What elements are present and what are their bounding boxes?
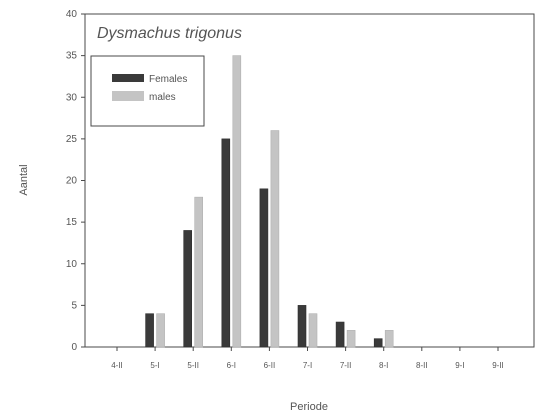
legend-label-males: males [149,92,176,103]
y-tick-label: 15 [66,217,78,228]
y-axis: 0 5 10 15 20 25 30 35 40 [66,9,85,353]
bar-males [308,313,318,348]
y-tick-label: 0 [71,342,77,353]
x-tick-label: 9-I [455,361,464,370]
legend-swatch-females [112,74,144,82]
y-tick-label: 30 [66,92,78,103]
bar-males [346,330,356,348]
x-axis-label: Periode [290,401,328,413]
bars [145,55,394,348]
x-tick-label: 4-II [111,361,123,370]
y-tick-label: 20 [66,176,78,187]
legend: Females males [90,55,205,127]
legend-label-females: Females [149,74,187,85]
bar-females [145,313,154,348]
y-tick-label: 25 [66,134,78,145]
bar-males [194,196,203,348]
legend-box [90,55,205,127]
x-axis: 4-II 5-I 5-II 6-I 6-II 7-I 7-II 8-I 8-II 9-I 9-II [111,347,504,370]
bar-females [373,338,383,348]
x-tick-label: 6-I [227,361,236,370]
bar-females [221,138,231,348]
x-tick-label: 5-I [150,361,159,370]
chart-title: Dysmachus trigonus [97,25,242,42]
bar-females [183,230,192,348]
y-tick-label: 40 [66,9,78,20]
bar-females [259,188,269,348]
bar-females [297,305,307,348]
x-tick-label: 7-II [340,361,352,370]
y-axis-label: Aantal [18,164,30,195]
x-tick-label: 5-II [187,361,199,370]
bar-females [335,321,345,348]
bar-males [232,55,242,348]
bar-males [270,130,280,348]
x-tick-label: 7-I [303,361,312,370]
x-tick-label: 6-II [264,361,276,370]
legend-swatch-males [112,91,144,101]
x-tick-label: 8-II [416,361,428,370]
x-tick-label: 8-I [379,361,388,370]
y-tick-label: 10 [66,259,78,270]
x-tick-label: 9-II [492,361,504,370]
bar-males [384,330,394,348]
y-tick-label: 35 [66,51,78,62]
y-tick-label: 5 [71,300,77,311]
bar-males [156,313,165,348]
